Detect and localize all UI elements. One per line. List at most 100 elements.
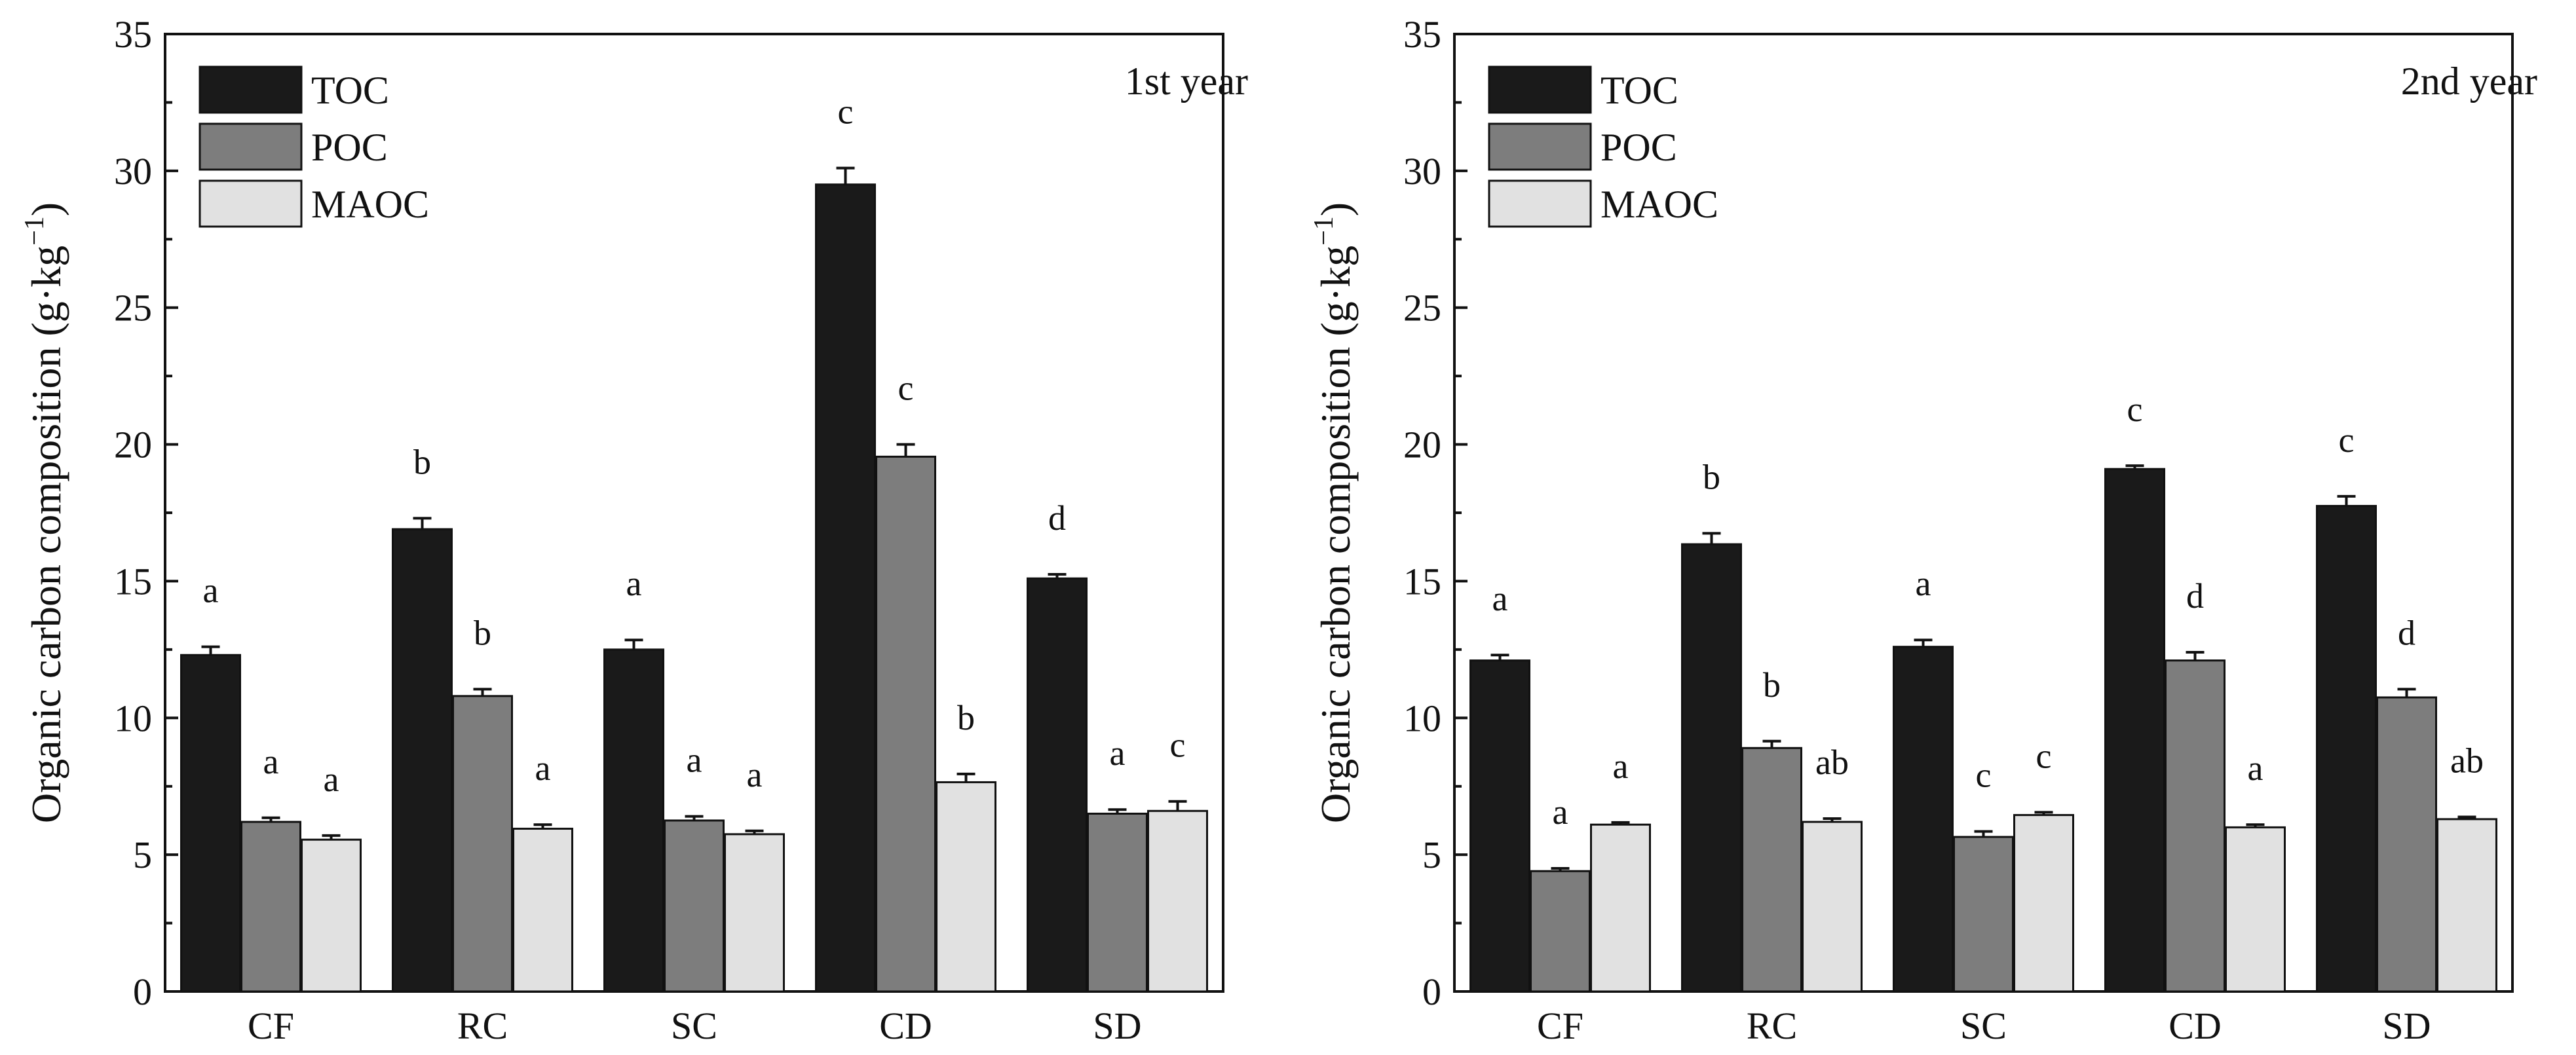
legend-label-maoc: MAOC — [311, 183, 429, 226]
y-tick-label: 5 — [1422, 834, 1441, 876]
significance-letter-toc-cd: c — [2127, 390, 2143, 429]
legend-swatch-poc — [199, 122, 303, 171]
significance-letter-poc-cf: a — [1553, 792, 1568, 832]
significance-letter-maoc-sc: a — [747, 755, 763, 794]
significance-letter-maoc-cf: a — [1613, 747, 1629, 786]
legend-swatch-maoc — [199, 179, 303, 228]
significance-letter-toc-cf: a — [1492, 579, 1508, 618]
y-axis-title-superscript: −1 — [1309, 216, 1339, 246]
x-tick-label-cf: CF — [248, 1005, 294, 1047]
significance-letter-maoc-sd: ab — [2450, 741, 2484, 780]
y-axis-title-main: Organic carbon composition (g·kg — [1312, 246, 1359, 823]
x-tick-label-sd: SD — [1093, 1005, 1141, 1047]
y-tick-label: 15 — [114, 560, 152, 602]
bar-toc-sd — [2316, 505, 2377, 993]
y-axis-title: Organic carbon composition (g·kg−1) — [20, 202, 69, 823]
y-tick-label: 0 — [1422, 971, 1441, 1013]
bar-maoc-sc — [724, 833, 785, 993]
significance-letter-toc-cf: a — [203, 571, 219, 610]
bar-poc-sd — [1087, 812, 1148, 993]
y-tick-label: 30 — [114, 150, 152, 193]
significance-letter-maoc-cf: a — [324, 760, 339, 799]
chart-panel-2: 0 5 10 15 20 25 30 35 Organic carbon composition… — [1309, 13, 2537, 1047]
significance-letter-poc-cd: d — [2186, 576, 2204, 616]
bar-toc-sc — [603, 648, 664, 993]
bar-maoc-sc — [2013, 814, 2074, 993]
bar-toc-rc — [1681, 543, 1742, 993]
bar-toc-cd — [2104, 468, 2165, 993]
y-tick-label: 5 — [133, 834, 152, 876]
significance-letter-poc-sc: c — [1976, 756, 1992, 795]
significance-letter-toc-sd: d — [1048, 498, 1066, 538]
y-tick-label: 10 — [114, 697, 152, 739]
legend-label-poc: POC — [311, 126, 388, 169]
x-tick-label-cd: CD — [879, 1005, 932, 1047]
significance-letter-maoc-rc: ab — [1815, 743, 1849, 782]
significance-letter-toc-rc: b — [1703, 457, 1720, 496]
y-tick-label: 35 — [1403, 13, 1441, 56]
chart-panel-1: 0 5 10 15 20 25 30 35 Organic carbon composition… — [20, 13, 1248, 1047]
significance-letter-poc-rc: b — [474, 613, 491, 652]
x-tick-label-sd: SD — [2382, 1005, 2431, 1047]
bar-maoc-rc — [512, 827, 573, 993]
bar-toc-rc — [392, 528, 453, 993]
x-tick-label-sc: SC — [671, 1005, 717, 1047]
legend-label-maoc: MAOC — [1601, 183, 1718, 226]
y-tick-label: 25 — [1403, 287, 1441, 329]
bar-maoc-cd — [936, 781, 996, 993]
significance-letter-poc-sd: d — [2398, 613, 2415, 652]
bar-toc-cf — [1469, 659, 1530, 993]
x-tick-label-cf: CF — [1537, 1005, 1583, 1047]
y-tick-label: 10 — [1403, 697, 1441, 739]
significance-letter-toc-sc: a — [1916, 564, 1931, 603]
significance-letter-toc-sd: c — [2339, 420, 2355, 460]
bar-poc-cf — [1530, 870, 1591, 993]
legend-label-toc: TOC — [1601, 69, 1678, 112]
y-tick-label: 0 — [133, 971, 152, 1013]
y-tick-label: 15 — [1403, 560, 1441, 602]
significance-letter-poc-rc: b — [1763, 665, 1781, 705]
legend-swatch-toc — [199, 65, 303, 114]
x-tick-label-rc: RC — [457, 1005, 508, 1047]
y-axis-title-close: ) — [1312, 202, 1359, 216]
significance-letter-maoc-sd: c — [1170, 726, 1186, 765]
legend-label-poc: POC — [1601, 126, 1677, 169]
bar-poc-sd — [2376, 696, 2437, 993]
significance-letter-toc-rc: b — [413, 442, 431, 481]
bar-toc-sc — [1893, 646, 1954, 993]
panel-title: 2nd year — [2401, 60, 2537, 103]
significance-letter-poc-sc: a — [687, 741, 702, 780]
significance-letter-maoc-sc: c — [2036, 736, 2052, 775]
bar-poc-rc — [1741, 747, 1802, 993]
y-tick-label: 35 — [114, 13, 152, 56]
bar-maoc-cf — [1590, 823, 1651, 993]
legend-label-toc: TOC — [311, 69, 389, 112]
significance-letter-maoc-cd: b — [957, 698, 975, 737]
x-tick-label-rc: RC — [1747, 1005, 1797, 1047]
legend: TOC POC MAOC — [199, 65, 429, 228]
y-tick-label: 20 — [1403, 424, 1441, 466]
significance-letter-poc-sd: a — [1110, 733, 1126, 773]
y-axis-title-close: ) — [23, 202, 69, 216]
bar-toc-cf — [180, 654, 241, 993]
legend: TOC POC MAOC — [1488, 65, 1718, 228]
significance-letter-toc-sc: a — [626, 564, 642, 603]
bar-maoc-cd — [2225, 826, 2286, 993]
y-tick-label: 25 — [114, 287, 152, 329]
significance-letter-maoc-cd: a — [2248, 749, 2263, 788]
y-axis-title-superscript: −1 — [20, 216, 50, 246]
bar-toc-cd — [815, 183, 876, 993]
bar-toc-sd — [1027, 577, 1088, 993]
bar-maoc-sd — [2436, 818, 2497, 993]
significance-letter-poc-cf: a — [263, 742, 279, 781]
bar-poc-cf — [240, 821, 301, 993]
y-axis-title-main: Organic carbon composition (g·kg — [23, 246, 69, 823]
x-tick-label-cd: CD — [2169, 1005, 2222, 1047]
y-tick-label: 30 — [1403, 150, 1441, 193]
significance-letter-poc-cd: c — [898, 369, 914, 408]
bar-poc-cd — [875, 455, 936, 993]
legend-swatch-toc — [1488, 65, 1592, 114]
bar-poc-rc — [452, 695, 513, 993]
bar-maoc-sd — [1147, 809, 1208, 993]
